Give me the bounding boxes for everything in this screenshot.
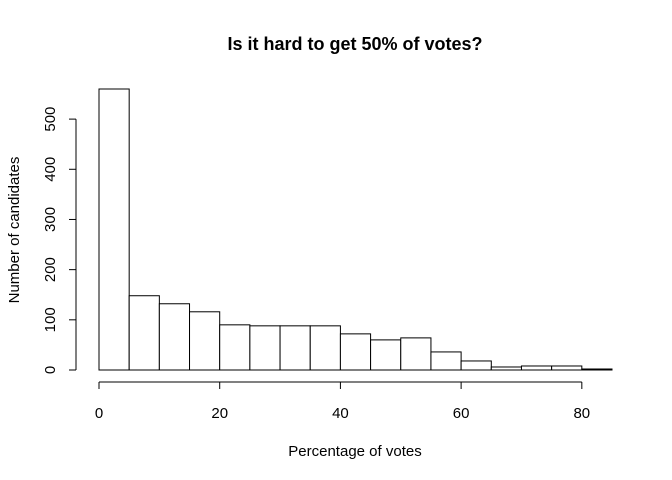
y-axis: 0 100 200 300 400 500: [42, 107, 77, 374]
x-tick-label: 40: [332, 405, 349, 422]
histogram-bar: [158, 303, 191, 371]
histogram-bar: [581, 368, 613, 371]
x-tick-label: 80: [573, 405, 590, 422]
y-tick-label: 100: [42, 307, 59, 332]
histogram-bar: [219, 324, 251, 371]
histogram-bar: [430, 351, 462, 371]
y-axis-label: Number of candidates: [6, 157, 23, 304]
histogram-bar: [520, 365, 553, 371]
histogram-bar: [249, 325, 281, 371]
chart-title: Is it hard to get 50% of votes?: [227, 34, 482, 54]
x-tick-label: 60: [453, 405, 470, 422]
histogram-bars: [98, 88, 613, 371]
histogram-bar: [189, 311, 221, 371]
histogram-bar: [128, 295, 160, 371]
x-tick-label: 0: [95, 405, 103, 422]
histogram-bar: [309, 325, 341, 371]
histogram-bar: [98, 88, 130, 371]
x-tick-label: 20: [211, 405, 228, 422]
y-tick-label: 300: [42, 207, 59, 232]
histogram-bar: [370, 339, 402, 371]
x-axis: 0 20 40 60 80: [95, 381, 590, 422]
histogram-bar: [490, 366, 522, 371]
histogram-bar: [460, 360, 492, 371]
x-axis-label: Percentage of votes: [288, 443, 421, 460]
y-tick-label: 500: [42, 107, 59, 132]
histogram-bar: [551, 365, 583, 371]
y-tick-label: 200: [42, 257, 59, 282]
histogram-bar: [400, 337, 432, 371]
histogram-bar: [339, 333, 372, 371]
y-tick-label: 400: [42, 157, 59, 182]
y-tick-label: 0: [42, 366, 59, 374]
histogram-bar: [279, 325, 311, 371]
